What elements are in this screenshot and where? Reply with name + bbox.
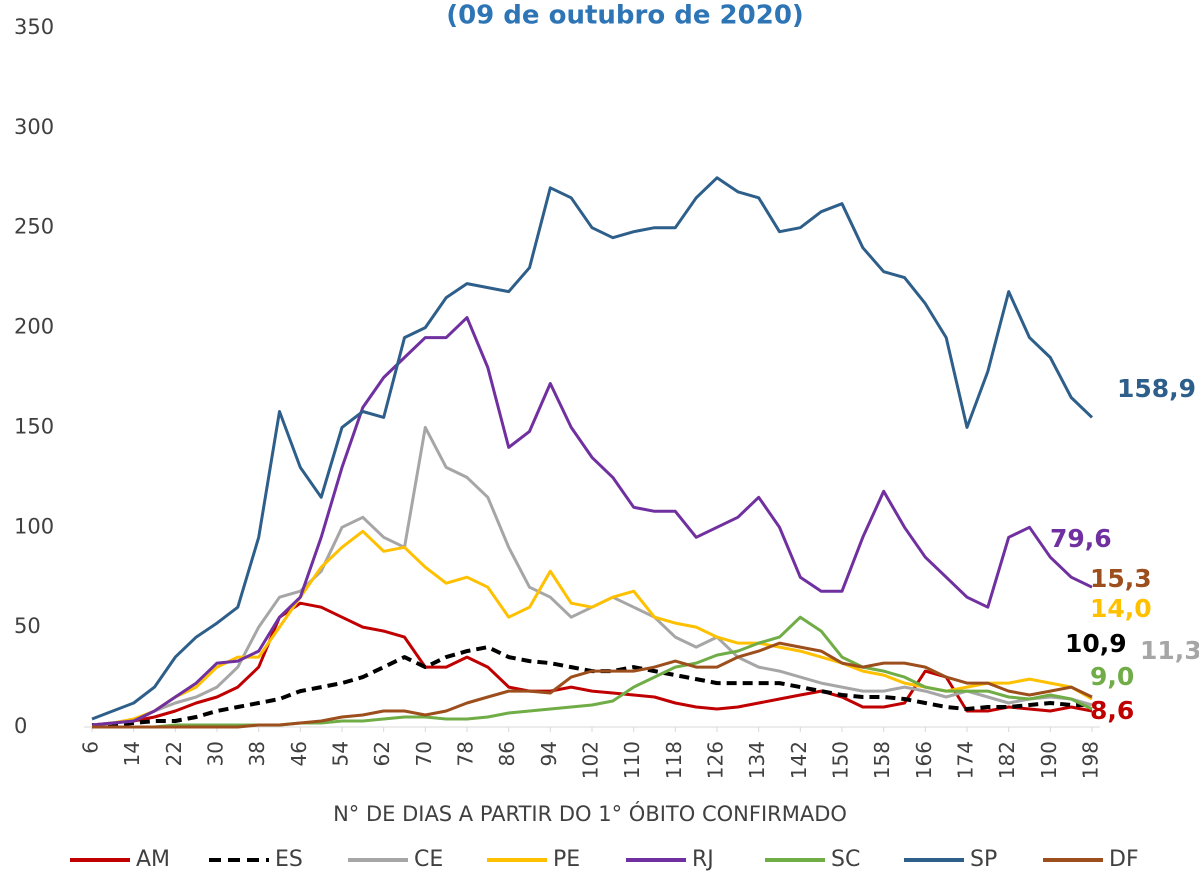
x-tick-label: 46	[287, 741, 311, 766]
x-tick-label: 54	[329, 741, 353, 766]
x-tick-label: 86	[495, 741, 519, 766]
x-tick-label: 14	[120, 741, 144, 766]
x-tick-label: 22	[162, 741, 186, 766]
y-tick-label: 300	[14, 115, 54, 139]
legend-label: RJ	[692, 847, 714, 871]
x-tick-label: 174	[954, 741, 978, 779]
legend-label: SC	[831, 847, 860, 871]
x-tick-label: 62	[370, 741, 394, 766]
series-line	[92, 641, 1093, 729]
x-tick-label: 166	[912, 741, 936, 779]
end-label: 10,9	[1065, 629, 1127, 658]
series-line	[91, 425, 1093, 727]
series-line	[91, 316, 1093, 727]
y-tick-label: 0	[14, 714, 27, 738]
x-tick-label: 78	[454, 741, 478, 766]
legend-label: AM	[136, 847, 170, 871]
x-axis-label: N° DE DIAS A PARTIR DO 1° ÓBITO CONFIRMA…	[333, 801, 847, 826]
chart-title: (09 de outubro de 2020)	[446, 1, 804, 31]
x-tick-label: 158	[870, 741, 894, 779]
series-line	[91, 601, 1093, 727]
y-tick-label: 100	[14, 514, 54, 538]
legend-label: SP	[970, 847, 997, 871]
x-tick-label: 142	[787, 741, 811, 779]
y-tick-label: 250	[14, 215, 54, 239]
x-tick-label: 118	[662, 741, 686, 779]
end-label: 11,3	[1140, 636, 1199, 665]
end-label: 8,6	[1090, 696, 1134, 725]
end-label: 158,9	[1117, 374, 1196, 403]
x-tick-label: 126	[704, 741, 728, 779]
y-tick-label: 150	[14, 414, 54, 438]
end-label: 15,3	[1090, 564, 1152, 593]
x-tick-label: 110	[620, 741, 644, 779]
x-tick-label: 70	[412, 741, 436, 766]
x-tick-label: 150	[829, 741, 853, 779]
x-tick-label: 94	[537, 741, 561, 766]
x-tick-label: 182	[995, 741, 1019, 779]
legend-label: DF	[1109, 847, 1139, 871]
end-label: 14,0	[1090, 594, 1152, 623]
x-tick-label: 134	[745, 741, 769, 779]
legend-label: ES	[275, 847, 303, 871]
end-label: 9,0	[1090, 662, 1134, 691]
y-tick-label: 50	[14, 614, 41, 638]
end-label: 79,6	[1050, 524, 1112, 553]
x-tick-label: 190	[1037, 741, 1061, 779]
x-tick-label: 102	[579, 741, 603, 779]
x-tick-label: 30	[204, 741, 228, 766]
legend-label: CE	[414, 847, 443, 871]
y-tick-label: 350	[14, 15, 54, 39]
x-tick-label: 6	[79, 741, 103, 754]
series-line	[91, 176, 1094, 721]
legend-label: PE	[553, 847, 580, 871]
x-tick-label: 198	[1079, 741, 1103, 779]
x-tick-label: 38	[245, 741, 269, 766]
y-tick-label: 200	[14, 315, 54, 339]
